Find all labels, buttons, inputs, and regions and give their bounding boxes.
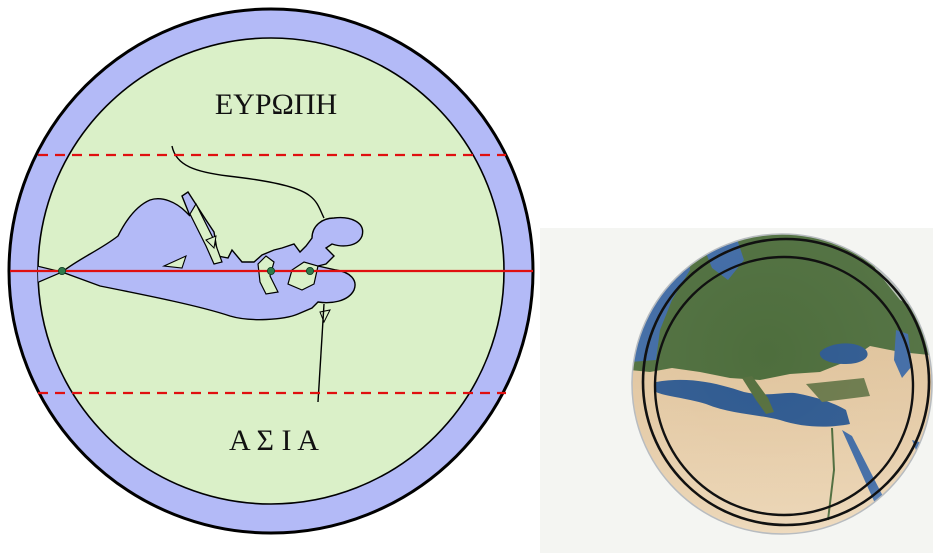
europe-label: ΕΥΡΩΠΗ	[215, 88, 337, 121]
point-west	[58, 266, 67, 275]
globe-shading	[632, 234, 932, 534]
river-north	[171, 145, 325, 219]
asia-label: Α Σ Ι Α	[229, 424, 319, 457]
point-east	[305, 266, 314, 275]
globe-inner-ring	[653, 255, 915, 517]
western-ocean-inlet	[38, 261, 64, 291]
peninsula-greece	[257, 255, 279, 295]
globe-outline	[631, 233, 933, 535]
island-west	[161, 254, 187, 269]
point-center	[266, 266, 275, 275]
island-crete	[319, 309, 331, 324]
peninsula-italy	[189, 202, 223, 265]
river-south	[317, 303, 325, 403]
ancient-world-map: ΕΥΡΩΠΗ Α Σ Ι Α	[7, 7, 535, 535]
globe-outer-ring	[641, 237, 931, 527]
island-small	[205, 235, 217, 250]
